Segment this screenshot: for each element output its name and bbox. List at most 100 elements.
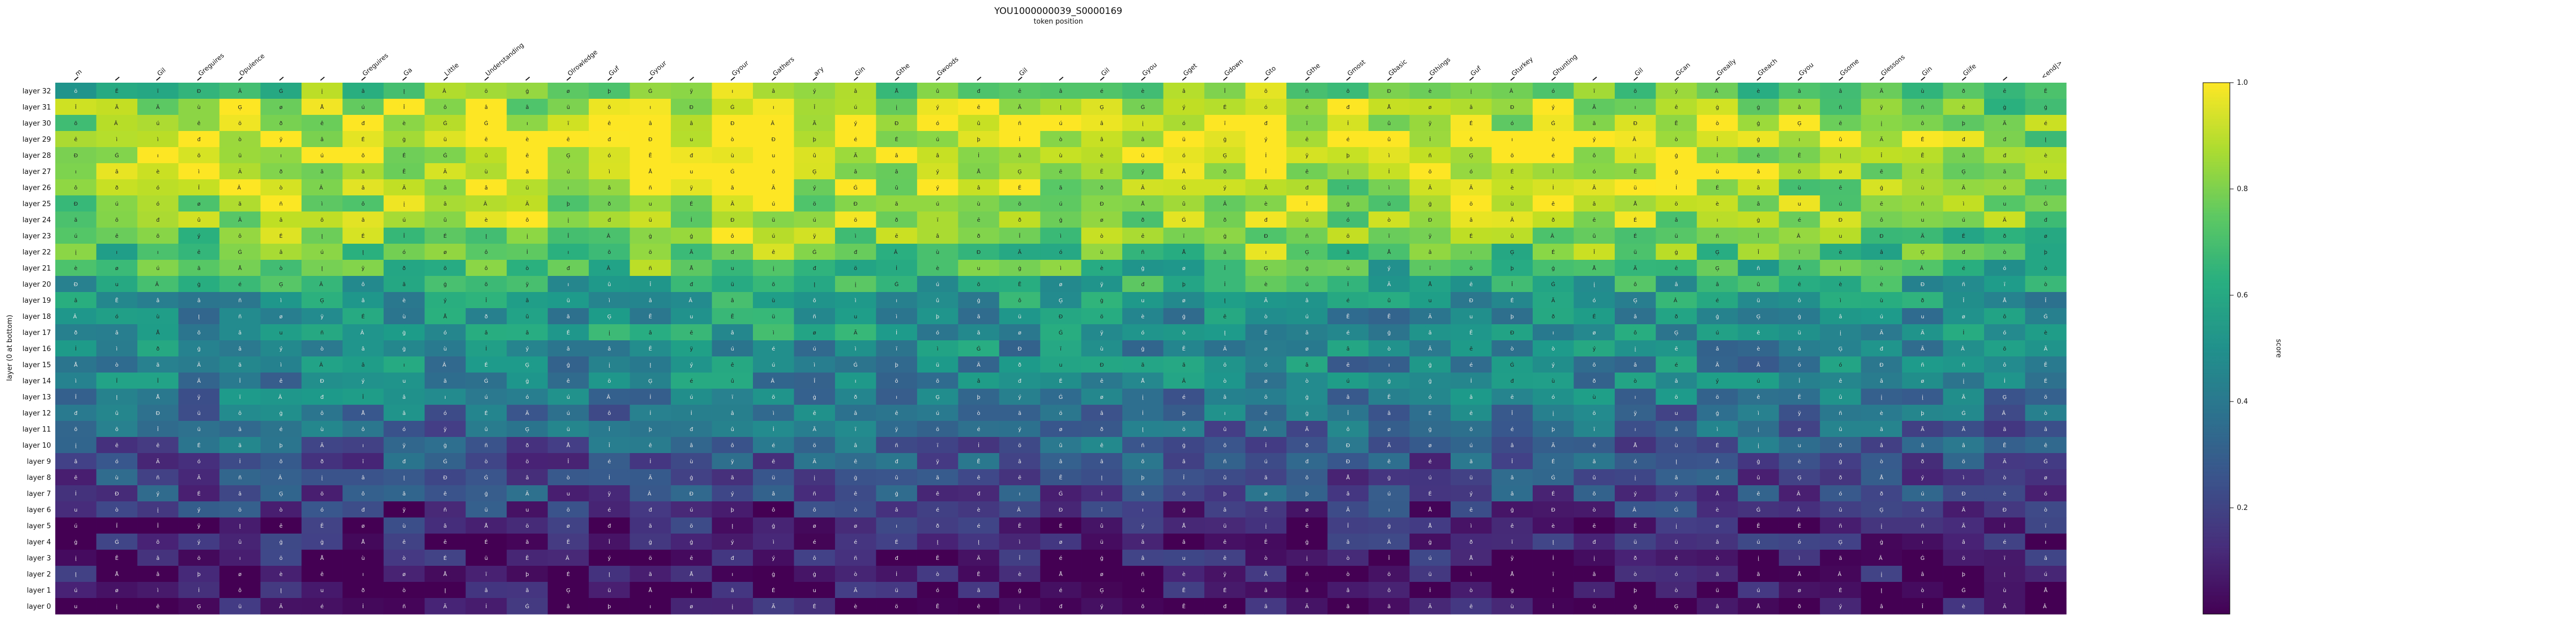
heatmap-cell	[1532, 228, 1574, 244]
heatmap-cell	[794, 195, 836, 212]
cell-text: u	[1921, 314, 1924, 320]
cell-text: ú	[567, 410, 570, 417]
cell-text: ã	[977, 314, 980, 320]
cell-text: è	[280, 571, 283, 578]
cell-text: õ	[1469, 427, 1473, 433]
heatmap-cell	[260, 195, 302, 212]
cell-text: ı	[896, 395, 897, 400]
cell-text: ÿ	[1223, 572, 1226, 578]
cell-text: ģ	[690, 539, 693, 545]
cell-text: ò	[1223, 378, 1226, 384]
cell-text: ã	[525, 169, 529, 175]
cell-text: û	[1510, 233, 1513, 239]
cell-text: ø	[1059, 427, 1062, 433]
cell-text: Į	[116, 395, 118, 400]
cell-text: Ä	[1428, 313, 1432, 320]
cell-text: ô	[485, 249, 488, 256]
heatmap-cell	[1081, 163, 1123, 180]
cell-text: ē	[1962, 105, 1965, 111]
cell-text: è	[1511, 185, 1514, 191]
cell-text: Į	[280, 588, 282, 594]
cell-text: É	[443, 555, 447, 561]
cell-text: ù	[1510, 201, 1513, 207]
heatmap-cell	[1245, 228, 1287, 244]
cell-text: Î	[1511, 410, 1513, 417]
x-tick-label: ▁Gteach	[1752, 57, 1779, 81]
heatmap-cell	[1327, 244, 1369, 260]
heatmap-cell	[1122, 228, 1164, 244]
cell-text: ó	[1182, 120, 1185, 127]
x-tick-label: ▁Guf	[603, 64, 621, 81]
cell-text: ö	[608, 378, 611, 384]
cell-text: ġ	[1100, 298, 1103, 304]
heatmap-cell	[425, 195, 466, 212]
heatmap-cell	[1327, 83, 1369, 99]
cell-text: ò	[402, 587, 406, 594]
cell-text: Ġ	[1674, 506, 1679, 513]
cell-text: ģ	[567, 362, 570, 368]
heatmap-cell	[671, 163, 713, 180]
cell-text: į	[116, 604, 118, 610]
cell-text: Ġ	[1059, 490, 1063, 497]
heatmap-cell	[1204, 83, 1246, 99]
cell-text: į	[1593, 556, 1595, 561]
cell-text: Į	[1224, 330, 1226, 336]
heatmap-cell	[1409, 228, 1451, 244]
heatmap-cell	[1614, 179, 1656, 196]
cell-text: â	[895, 169, 898, 175]
cell-text: Ģ	[1264, 266, 1268, 272]
cell-text: Ē	[115, 555, 119, 561]
cell-text: ï	[2044, 523, 2046, 529]
cell-text: ù	[402, 313, 406, 320]
cell-text: è	[1839, 281, 1842, 288]
cell-text: ï	[1511, 539, 1513, 545]
cell-text: ē	[1880, 169, 1883, 175]
cell-text: ã	[1387, 604, 1391, 610]
cell-text: ú	[115, 201, 119, 207]
cell-text: ê	[320, 571, 324, 578]
cell-text: ü	[608, 588, 611, 594]
cell-text: Ä	[525, 200, 529, 207]
cell-text: â	[443, 201, 447, 207]
heatmap-cell	[55, 211, 97, 228]
heatmap-cell	[1696, 211, 1738, 228]
heatmap-cell	[260, 131, 302, 148]
cell-text: Đ	[1428, 217, 1432, 223]
cell-text: đ	[2044, 217, 2048, 223]
cell-text: â	[320, 169, 324, 175]
heatmap-cell	[1122, 244, 1164, 260]
heatmap-cell	[589, 228, 631, 244]
cell-text: ø	[1798, 427, 1801, 433]
cell-text: ø	[1264, 491, 1268, 497]
heatmap-cell	[301, 147, 343, 164]
cell-text: ÿ	[1100, 330, 1103, 336]
heatmap-cell	[465, 163, 507, 180]
cell-text: â	[854, 410, 857, 417]
heatmap-cell	[1902, 163, 1944, 180]
cell-text: è	[936, 265, 939, 272]
heatmap-cell	[425, 131, 466, 148]
cell-text: Ġ	[1962, 587, 1966, 594]
cell-text: ý	[1100, 603, 1103, 610]
cell-text: þ	[1223, 491, 1226, 497]
cell-text: ý	[362, 378, 365, 384]
cell-text: ē	[1469, 346, 1473, 352]
cell-text: ģ	[690, 475, 693, 481]
cell-text: į	[1880, 121, 1882, 127]
cell-text: Ġ	[484, 377, 488, 384]
heatmap-cell	[1491, 115, 1533, 132]
cell-text: ô	[361, 491, 364, 497]
cell-text: Ġ	[730, 104, 735, 111]
cell-text: İ	[239, 458, 241, 465]
y-tick-label: layer 21	[23, 265, 51, 273]
cell-text: É	[1716, 184, 1719, 191]
heatmap-cell	[1245, 83, 1287, 99]
cell-text: â	[1387, 410, 1391, 417]
cell-text: İ	[649, 458, 651, 465]
heatmap-cell	[1040, 115, 1082, 132]
cell-text: ñ	[854, 556, 857, 561]
heatmap-cell	[958, 244, 1000, 260]
cell-text: Ġ	[1059, 329, 1063, 336]
cell-text: Đ	[977, 250, 981, 256]
heatmap-cell	[55, 260, 97, 276]
